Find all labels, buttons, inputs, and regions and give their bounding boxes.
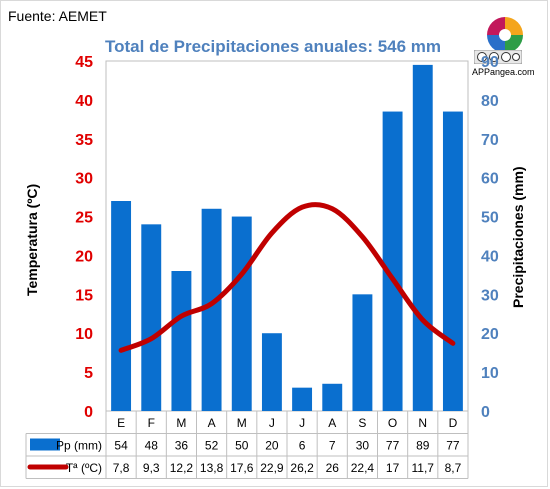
y-right-tick-label: 70 bbox=[481, 132, 499, 149]
precipitation-value: 36 bbox=[175, 439, 189, 453]
precipitation-bar bbox=[442, 111, 463, 412]
brand-label: APPangea.com bbox=[472, 67, 535, 77]
x-tick-label: J bbox=[269, 416, 275, 430]
temperature-value: 8,7 bbox=[445, 461, 462, 475]
precipitation-bar bbox=[292, 387, 313, 411]
precipitation-value: 77 bbox=[386, 439, 400, 453]
legend-label-temperature: Tª (ºC) bbox=[66, 461, 102, 475]
source-label: Fuente: AEMET bbox=[8, 8, 107, 24]
precipitation-value: 77 bbox=[446, 439, 460, 453]
x-tick-label: M bbox=[176, 416, 186, 430]
precipitation-bar bbox=[352, 294, 373, 411]
temperature-value: 26,2 bbox=[290, 461, 314, 475]
x-tick-label: M bbox=[237, 416, 247, 430]
temperature-value: 22,9 bbox=[260, 461, 284, 475]
temperature-line bbox=[118, 202, 456, 353]
temperature-value: 26 bbox=[326, 461, 340, 475]
x-tick-label: O bbox=[388, 416, 397, 430]
precipitation-value: 30 bbox=[356, 439, 370, 453]
precipitation-bar bbox=[322, 383, 343, 411]
x-tick-label: A bbox=[208, 416, 216, 430]
temperature-value: 12,2 bbox=[170, 461, 194, 475]
precipitation-bar bbox=[171, 271, 192, 411]
precipitation-value: 20 bbox=[265, 439, 279, 453]
chart-title: Total de Precipitaciones anuales: 546 mm bbox=[105, 37, 442, 56]
precipitation-value: 54 bbox=[114, 439, 128, 453]
y-right-tick-label: 90 bbox=[481, 54, 499, 71]
y-right-tick-label: 20 bbox=[481, 326, 499, 343]
temperature-value: 13,8 bbox=[200, 461, 224, 475]
y-left-tick-label: 0 bbox=[84, 404, 93, 421]
y-left-tick-label: 30 bbox=[75, 171, 93, 188]
precipitation-bar bbox=[111, 201, 132, 411]
x-tick-label: N bbox=[418, 416, 427, 430]
y-right-tick-label: 0 bbox=[481, 404, 490, 421]
y-left-tick-label: 15 bbox=[75, 287, 93, 304]
y-left-tick-label: 25 bbox=[75, 210, 93, 227]
temperature-value: 11,7 bbox=[412, 461, 435, 475]
temperature-value: 9,3 bbox=[143, 461, 160, 475]
license-badge-icon bbox=[474, 50, 522, 64]
precipitation-value: 89 bbox=[416, 439, 430, 453]
y-right-tick-label: 10 bbox=[481, 365, 499, 382]
temperature-value: 22,4 bbox=[351, 461, 375, 475]
x-tick-label: D bbox=[449, 416, 458, 430]
y-left-tick-label: 35 bbox=[75, 132, 93, 149]
precipitation-bar bbox=[412, 64, 433, 411]
x-tick-label: J bbox=[299, 416, 305, 430]
precipitation-value: 7 bbox=[329, 439, 336, 453]
y-right-tick-label: 40 bbox=[481, 248, 499, 265]
temperature-value: 7,8 bbox=[113, 461, 130, 475]
legend-label-precipitation: Pp (mm) bbox=[56, 439, 102, 453]
x-tick-label: F bbox=[148, 416, 155, 430]
precipitation-bar bbox=[141, 224, 162, 411]
precipitation-value: 52 bbox=[205, 439, 219, 453]
x-tick-label: S bbox=[358, 416, 366, 430]
y-right-tick-label: 50 bbox=[481, 210, 499, 227]
legend-key-bar bbox=[30, 438, 60, 451]
appangea-logo-icon bbox=[487, 17, 523, 53]
y-left-tick-label: 45 bbox=[75, 54, 93, 71]
temperature-value: 17,6 bbox=[230, 461, 254, 475]
precipitation-bar bbox=[261, 333, 282, 411]
precipitation-bar bbox=[201, 208, 222, 411]
precipitation-bar bbox=[382, 111, 403, 412]
y-left-tick-label: 20 bbox=[75, 248, 93, 265]
y-left-tick-label: 5 bbox=[84, 365, 93, 382]
precipitation-value: 6 bbox=[299, 439, 306, 453]
y-left-tick-label: 10 bbox=[75, 326, 93, 343]
y-right-tick-label: 30 bbox=[481, 287, 499, 304]
y-right-tick-label: 60 bbox=[481, 171, 499, 188]
x-tick-label: E bbox=[117, 416, 125, 430]
y-right-tick-label: 80 bbox=[481, 93, 499, 110]
precipitation-value: 48 bbox=[145, 439, 159, 453]
temperature-value: 17 bbox=[386, 461, 400, 475]
x-tick-label: A bbox=[328, 416, 336, 430]
precipitation-bar bbox=[231, 216, 252, 411]
y-left-tick-label: 40 bbox=[75, 93, 93, 110]
precipitation-value: 50 bbox=[235, 439, 249, 453]
